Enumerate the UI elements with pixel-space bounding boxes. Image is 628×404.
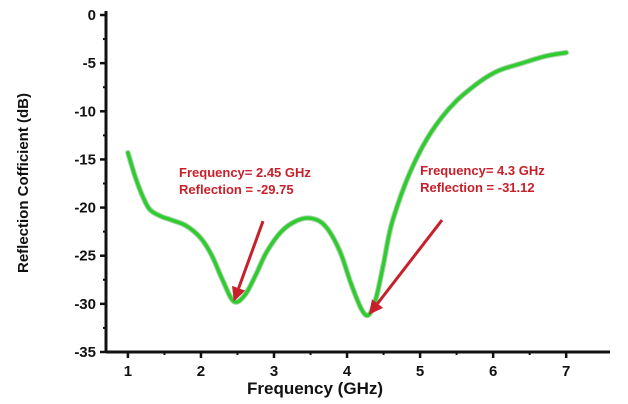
annotation-arrow-1 <box>237 220 265 289</box>
axes: 0 -5 -10 -15 -20 -25 -30 -35 1 2 3 4 5 6 7 <box>74 7 610 380</box>
x-tick-label: 3 <box>270 363 278 380</box>
y-axis-label: Reflection Cofficient (dB) <box>15 93 32 273</box>
y-tick-label: -10 <box>74 103 96 120</box>
x-tick-label: 4 <box>343 363 352 380</box>
y-tick-label: -15 <box>74 151 96 168</box>
y-tick-label: -20 <box>74 200 96 217</box>
series-line <box>126 50 568 318</box>
y-tick-label: -35 <box>74 344 96 361</box>
x-tick-label: 7 <box>562 363 570 380</box>
annotation-arrowhead-2 <box>368 299 384 315</box>
x-tick-label: 6 <box>489 363 497 380</box>
x-tick-label: 1 <box>124 363 132 380</box>
y-tick-label: -5 <box>83 55 96 72</box>
plot-area <box>125 49 569 319</box>
annotation-frequency-1: Frequency= 2.45 GHz <box>179 165 311 180</box>
annotation-reflection-1: Reflection = -29.75 <box>179 182 294 197</box>
y-tick-label: -30 <box>74 296 96 313</box>
y-tick-label: -25 <box>74 248 96 265</box>
annotation-arrow-2 <box>376 219 444 305</box>
annotation-frequency-2: Frequency= 4.3 GHz <box>420 163 545 178</box>
annotation-arrowhead-1 <box>232 285 246 302</box>
annotations: Frequency= 2.45 GHz Reflection = -29.75 Fr… <box>179 163 545 315</box>
y-tick-label: 0 <box>88 7 96 24</box>
x-tick-label: 2 <box>197 363 205 380</box>
annotation-reflection-2: Reflection = -31.12 <box>420 180 535 195</box>
x-axis-label: Frequency (GHz) <box>247 379 383 398</box>
x-tick-label: 5 <box>416 363 424 380</box>
